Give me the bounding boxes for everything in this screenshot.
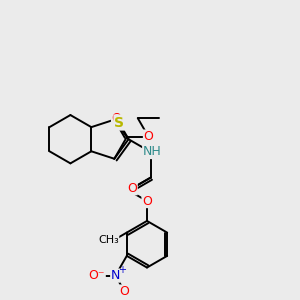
Text: S: S bbox=[114, 116, 124, 130]
Text: O: O bbox=[112, 112, 122, 124]
Text: O⁻: O⁻ bbox=[89, 269, 105, 282]
Text: O: O bbox=[142, 194, 152, 208]
Text: O: O bbox=[143, 130, 153, 143]
Text: O: O bbox=[127, 182, 137, 195]
Text: CH₃: CH₃ bbox=[98, 236, 119, 245]
Text: O: O bbox=[120, 285, 130, 298]
Text: +: + bbox=[118, 265, 126, 275]
Text: N: N bbox=[111, 269, 120, 282]
Text: NH: NH bbox=[143, 146, 161, 158]
